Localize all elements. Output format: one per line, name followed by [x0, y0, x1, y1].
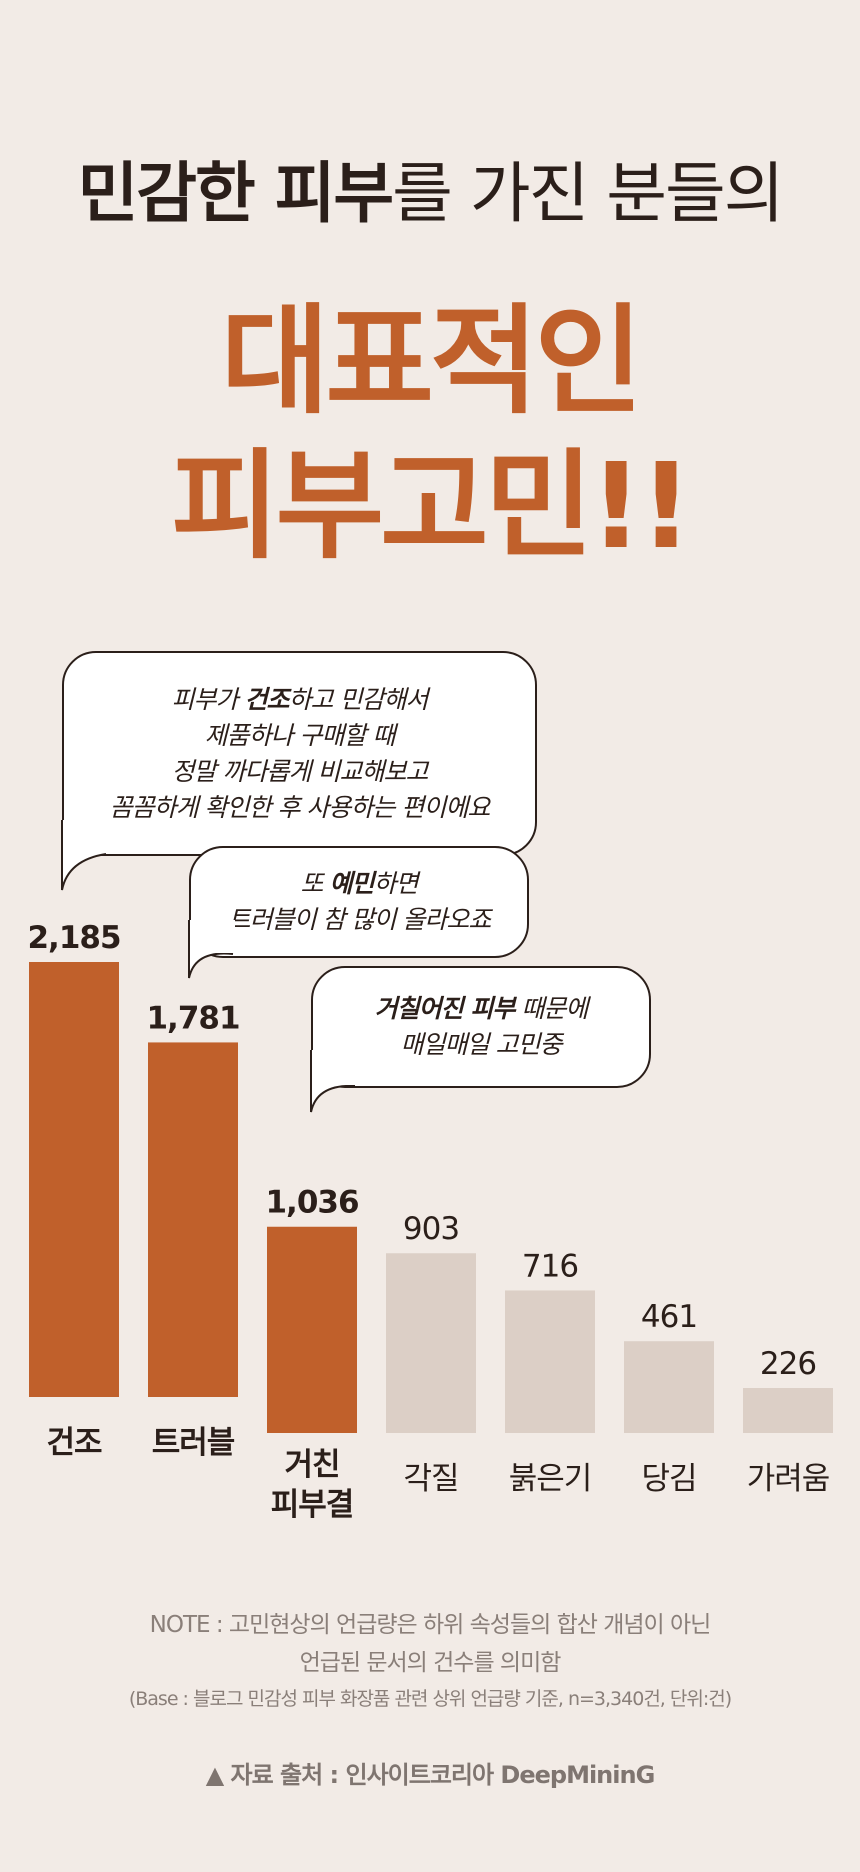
bar-3 [386, 1253, 476, 1433]
value-label-0: 2,185 [27, 920, 120, 956]
title-main-line2: 피부고민!! [171, 437, 693, 575]
bubble-dry-line4: 꼼꼼하게 확인한 후 사용하는 편이에요 [109, 792, 491, 822]
value-label-5: 461 [641, 1299, 697, 1335]
category-label-4: 붉은기 [509, 1461, 592, 1497]
bar-4 [505, 1290, 595, 1433]
category-label-2: 거친 피부결 [271, 1447, 354, 1523]
bubble-trouble-line1: 또 예민하면 [300, 869, 419, 898]
bubble-dry-line3: 정말 까다롭게 비교해보고 [171, 756, 429, 786]
bar-5 [624, 1341, 714, 1433]
speech-bubble-dry: 피부가 건조하고 민감해서 제품하나 구매할 때 정말 까다롭게 비교해보고 꼼… [62, 651, 537, 856]
bubble-trouble-line2: 트러블이 참 많이 올라오죠 [227, 905, 492, 934]
value-label-3: 903 [403, 1211, 459, 1247]
bubble-rough-line1: 거칠어진 피부 때문에 [374, 994, 589, 1023]
title-top-emphasis: 민감한 피부 [77, 155, 395, 232]
bubble-dry-line1: 피부가 건조하고 민감해서 [171, 684, 429, 714]
title-top-suffix: 를 가진 분들의 [392, 155, 784, 232]
bar-6 [743, 1388, 833, 1433]
speech-bubble-rough: 거칠어진 피부 때문에 매일매일 고민중 [311, 966, 651, 1088]
speech-bubble-rough-tail [310, 1050, 357, 1113]
value-label-1: 1,781 [146, 1000, 239, 1036]
note-line2: 언급된 문서의 건수를 의미함 [299, 1650, 562, 1676]
category-label-0: 건조 [46, 1425, 102, 1461]
bar-0 [29, 962, 119, 1397]
value-label-6: 226 [760, 1346, 816, 1382]
value-label-4: 716 [522, 1248, 578, 1284]
value-label-2: 1,036 [265, 1185, 358, 1221]
bubble-dry-line2: 제품하나 구매할 때 [204, 720, 396, 750]
note-base: (Base : 블로그 민감성 피부 화장품 관련 상위 언급량 기준, n=3… [128, 1688, 732, 1710]
bubble-rough-line2: 매일매일 고민중 [400, 1030, 563, 1059]
bar-1 [148, 1042, 238, 1397]
category-label-6: 가려움 [747, 1461, 830, 1497]
bar-chart: 2,185 건조 1,781 트러블 1,036 거친 피부결 903 각질 716 붉은기 461 당… [27, 920, 833, 1523]
speech-bubble-trouble: 또 예민하면 트러블이 참 많이 올라오죠 [189, 846, 529, 958]
category-label-5: 당김 [641, 1461, 696, 1497]
title-main-line1: 대표적인 [220, 292, 643, 430]
source-credit: ▲ 자료 출처 : 인사이트코리아 DeepMininG [205, 1761, 656, 1789]
category-label-1: 트러블 [152, 1425, 235, 1461]
category-label-3: 각질 [403, 1461, 458, 1497]
title-top: 민감한 피부를 가진 분들의 [0, 140, 860, 236]
speech-bubble-trouble-tail [188, 920, 235, 979]
bar-2 [267, 1226, 357, 1433]
speech-bubble-dry-tail [61, 820, 108, 891]
note-line1: NOTE : 고민현상의 언급량은 하위 속성들의 합산 개념이 아닌 [149, 1612, 712, 1638]
